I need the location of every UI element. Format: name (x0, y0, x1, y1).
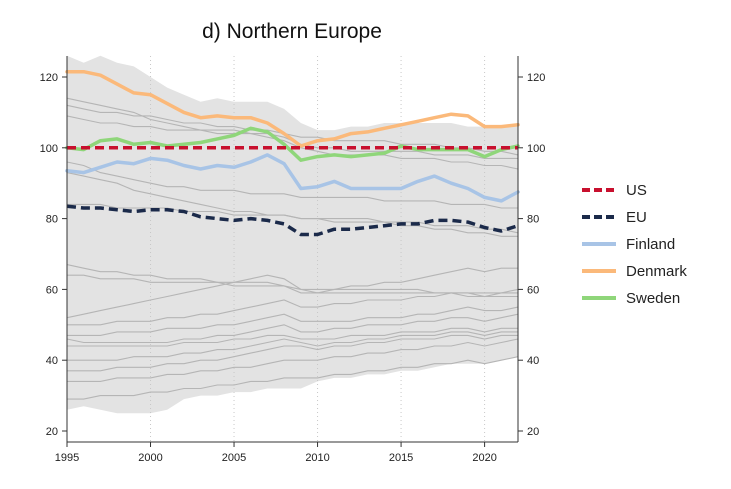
x-tick-label-2015: 2015 (389, 452, 413, 464)
x-tick-label-2020: 2020 (472, 452, 496, 464)
legend-label-denmark: Denmark (626, 263, 687, 280)
y-tick-label-left-40: 40 (46, 355, 58, 367)
series-lines (65, 69, 520, 237)
background-line-14 (67, 331, 518, 361)
y-tick-label-left-120: 120 (40, 72, 58, 84)
chart-title: d) Northern Europe (202, 20, 382, 43)
background-line-3 (66, 115, 519, 170)
legend-label-finland: Finland (626, 236, 675, 253)
x-tick-label-2010: 2010 (305, 452, 329, 464)
background-line-8 (67, 274, 518, 298)
series-line-denmark (65, 69, 520, 148)
y-tick-label-left-60: 60 (46, 284, 58, 296)
background-line-16 (67, 338, 519, 382)
y-tick-label-right-60: 60 (527, 284, 539, 296)
y-tick-label-right-120: 120 (527, 72, 545, 84)
x-tick-label-2000: 2000 (138, 452, 162, 464)
background-line-9 (66, 267, 518, 319)
y-tick-label-right-80: 80 (527, 214, 539, 226)
background-line-4 (66, 161, 518, 209)
background-line-13 (67, 327, 518, 347)
series-line-finland (65, 153, 520, 203)
series-line-sweden (65, 126, 520, 162)
x-tick-label-1995: 1995 (55, 452, 79, 464)
legend-label-us: US (626, 182, 647, 199)
y-tick-label-right-100: 100 (527, 143, 545, 155)
background-line-6 (67, 203, 518, 237)
y-tick-label-left-100: 100 (40, 143, 58, 155)
background-line-11 (67, 306, 519, 336)
background-line-12 (66, 313, 519, 344)
background-line-17 (67, 356, 519, 400)
background-line-2 (66, 104, 519, 156)
legend-label-eu: EU (626, 209, 647, 226)
background-lines (66, 97, 519, 400)
y-tick-label-left-80: 80 (46, 214, 58, 226)
background-line-15 (67, 334, 518, 372)
x-tick-label-2005: 2005 (222, 452, 246, 464)
y-tick-label-right-20: 20 (527, 426, 539, 438)
series-line-eu (66, 204, 519, 237)
y-tick-label-left-20: 20 (46, 426, 58, 438)
legend: US EU Finland Denmark Sweden (582, 182, 687, 307)
y-tick-label-right-40: 40 (527, 355, 539, 367)
legend-label-sweden: Sweden (626, 290, 680, 307)
background-line-10 (67, 288, 519, 326)
